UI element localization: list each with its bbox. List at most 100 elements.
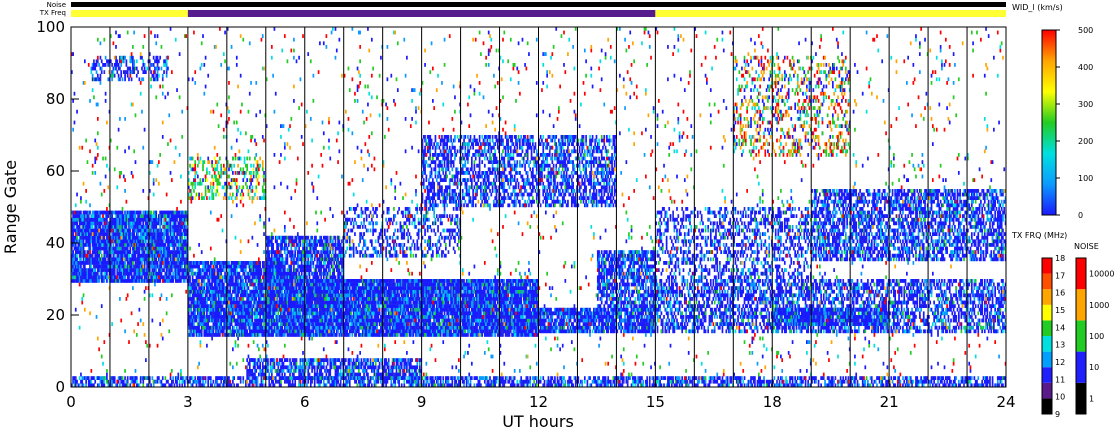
echo-cell (194, 279, 197, 283)
echo-cell (215, 318, 217, 323)
echo-cell (183, 275, 186, 280)
echo-cell (124, 232, 126, 236)
echo-cell (128, 257, 130, 262)
echo-cell (95, 232, 98, 236)
echo-cell (191, 311, 194, 316)
echo-cell (87, 261, 90, 265)
echo-cell (204, 318, 207, 323)
echo-cell (126, 253, 129, 258)
echo-cell (202, 289, 204, 294)
txfreq-bar-label: TX Freq (39, 9, 66, 17)
echo-cell (229, 325, 232, 330)
echo-cell (73, 261, 76, 265)
echo-cell (71, 264, 73, 269)
echo-cell (151, 261, 154, 265)
echo-cell (185, 271, 187, 276)
echo-cell (177, 268, 180, 272)
echo-cell (169, 279, 172, 283)
txfreq-bar (71, 10, 1006, 17)
echo-cell (213, 264, 216, 269)
echo-cell (137, 214, 139, 218)
echo-cell (191, 315, 194, 319)
echo-cell (106, 228, 108, 233)
echo-cell (164, 225, 167, 229)
echo-cell (220, 307, 223, 312)
echo-cell (167, 232, 169, 236)
echo-cell (154, 250, 156, 254)
echo-cell (172, 253, 174, 258)
echo-cell (94, 246, 97, 251)
echo-cell (143, 232, 146, 236)
echo-cell (161, 257, 164, 262)
echo-cell (94, 232, 97, 236)
echo-cell (82, 271, 85, 276)
echo-cell (155, 250, 158, 254)
echo-cell (151, 225, 154, 229)
echo-cell (217, 333, 220, 337)
echo-cell (207, 318, 210, 323)
echo-cell (141, 275, 143, 280)
echo-cell (87, 257, 90, 262)
echo-cell (106, 217, 108, 222)
echo-cell (138, 264, 141, 269)
echo-cell (200, 271, 203, 276)
echo-cell (202, 300, 204, 305)
echo-cell (180, 268, 182, 272)
echo-cell (91, 279, 94, 283)
echo-cell (139, 228, 142, 233)
echo-cell (142, 246, 145, 251)
echo-cell (300, 297, 303, 301)
echo-cell (203, 268, 206, 272)
echo-cell (220, 318, 223, 323)
echo-cell (278, 282, 281, 287)
echo-cell (217, 311, 220, 316)
echo-cell (177, 271, 180, 276)
echo-cell (78, 279, 81, 283)
echo-cell (281, 253, 284, 258)
echo-cell (195, 279, 198, 283)
echo-cell (191, 268, 194, 272)
echo-cell (172, 232, 174, 236)
echo-cell (104, 243, 107, 247)
echo-cell (99, 225, 102, 229)
echo-cell (161, 243, 164, 247)
echo-cell (82, 235, 85, 240)
echo-cell (181, 268, 184, 272)
echo-cell (173, 214, 176, 218)
echo-cell (215, 264, 217, 269)
echo-cell (113, 275, 116, 280)
echo-cell (129, 243, 132, 247)
echo-cell (238, 271, 241, 276)
echo-cell (211, 289, 213, 294)
echo-cell (202, 279, 204, 283)
echo-cell (206, 315, 208, 319)
echo-cell (116, 261, 119, 265)
echo-cell (141, 271, 143, 276)
echo-cell (134, 243, 137, 247)
echo-cell (199, 304, 202, 308)
echo-cell (145, 257, 147, 262)
echo-cell (99, 275, 102, 280)
echo-cell (142, 243, 145, 247)
echo-cell (72, 232, 74, 236)
echo-cell (222, 268, 225, 272)
echo-cell (198, 261, 200, 265)
echo-cell (283, 250, 286, 254)
echo-cell (141, 232, 143, 236)
echo-cell (170, 214, 173, 218)
echo-cell (207, 329, 210, 334)
echo-cell (276, 289, 278, 294)
echo-cell (198, 300, 200, 305)
echo-cell (191, 289, 194, 294)
echo-cell (203, 322, 206, 326)
echo-cell (185, 250, 187, 254)
echo-cell (137, 235, 139, 240)
echo-cell (220, 300, 223, 305)
echo-cell (269, 275, 272, 280)
echo-cell (113, 228, 116, 233)
echo-cell (83, 225, 86, 229)
echo-cell (182, 279, 185, 283)
echo-cell (163, 253, 165, 258)
echo-cell (251, 315, 254, 319)
echo-cell (182, 268, 185, 272)
